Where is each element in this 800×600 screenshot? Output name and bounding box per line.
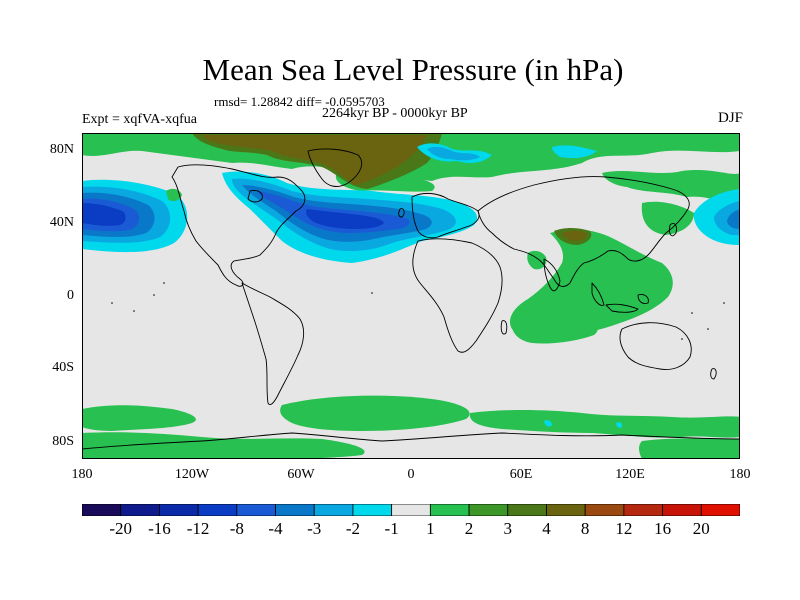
colorbar-swatch: [159, 504, 199, 516]
colorbar-swatch: [197, 504, 238, 516]
colorbar-label: 12: [615, 519, 633, 538]
colorbar-swatch: [236, 504, 276, 516]
pacific-low-east-l3: [727, 209, 740, 229]
colorbar-label: 16: [654, 519, 672, 538]
colorbar-swatch: [662, 504, 702, 516]
colorbar-swatch: [82, 504, 122, 516]
colorbar-label: -12: [186, 519, 210, 538]
map-frame: [82, 133, 740, 459]
x-tick-label: 120E: [615, 467, 645, 482]
experiment-label: Expt = xqfVA-xqfua: [82, 112, 197, 127]
x-tick-label: 0: [407, 467, 415, 482]
small-green-patch-atlantic: [166, 188, 182, 202]
period-text: 2264kyr BP - 0000kyr BP: [322, 106, 468, 121]
x-tick-label: 60E: [509, 467, 533, 482]
pressure-map: [82, 133, 740, 459]
colorbar-label: 2: [464, 519, 474, 538]
island-specks: [111, 282, 725, 340]
colorbar-swatch: [468, 504, 509, 516]
stats-text: rmsd= 1.28842 diff= -0.0595703: [214, 94, 385, 109]
colorbar-swatch: [120, 504, 160, 516]
colorbar-swatch: [391, 504, 431, 516]
colorbar: [82, 504, 740, 516]
colorbar-label: 20: [692, 519, 710, 538]
colorbar-swatch: [507, 504, 547, 516]
w-pacific-green: [641, 201, 694, 235]
colorbar-label: 8: [580, 519, 590, 538]
colorbar-swatch: [313, 504, 354, 516]
southern-blue-spot-1: [544, 420, 552, 427]
colorbar-swatch: [546, 504, 586, 516]
y-tick-label: 0: [67, 288, 74, 303]
colorbar-label: 1: [426, 519, 435, 538]
colorbar-label: -3: [307, 519, 322, 538]
y-tick-label: 40S: [52, 360, 74, 375]
colorbar-swatch: [429, 504, 470, 516]
map-title: Mean Sea Level Pressure (in hPa): [202, 52, 624, 87]
colorbar-label: 3: [503, 519, 513, 538]
southern-blue-spot-2: [616, 422, 623, 428]
colorbar-label: -8: [229, 519, 244, 538]
southern-band-3: [82, 432, 365, 459]
colorbar-swatch: [352, 504, 393, 516]
y-tick-label: 80N: [49, 142, 74, 157]
southern-band-2: [280, 395, 470, 431]
colorbar-label: -4: [268, 519, 283, 538]
y-tick-label: 40N: [49, 215, 74, 230]
x-tick-label: 60W: [287, 467, 315, 482]
x-tick-label: 180: [71, 467, 93, 482]
x-tick-label: 120W: [174, 467, 210, 482]
season-label: DJF: [717, 110, 743, 126]
colorbar-label: -16: [148, 519, 171, 538]
southern-band-4: [469, 410, 740, 438]
southern-band-1: [82, 405, 196, 431]
atlantic-low-l5: [306, 209, 384, 229]
colorbar-label: 4: [542, 519, 551, 538]
colorbar-label: -1: [384, 519, 399, 538]
colorbar-swatch: [275, 504, 315, 516]
green-patch-ne: [602, 170, 740, 205]
y-tick-label: 80S: [52, 434, 74, 449]
arctic-blue-pocket-1b: [427, 146, 480, 161]
colorbar-swatch: [700, 504, 740, 516]
x-tick-label: 180: [729, 467, 751, 482]
southern-band-5: [639, 438, 740, 459]
colorbar-swatch: [584, 504, 625, 516]
colorbar-label: -2: [345, 519, 361, 538]
tibet-brown: [562, 230, 587, 241]
pacific-low-west-l5: [82, 203, 126, 226]
colorbar-label: -20: [109, 519, 133, 538]
colorbar-swatch: [623, 504, 663, 516]
arctic-dark-brown: [202, 135, 427, 185]
indian-ocean-green: [511, 311, 598, 344]
arctic-blue-pocket-2: [552, 145, 597, 159]
coastlines: [82, 148, 740, 450]
